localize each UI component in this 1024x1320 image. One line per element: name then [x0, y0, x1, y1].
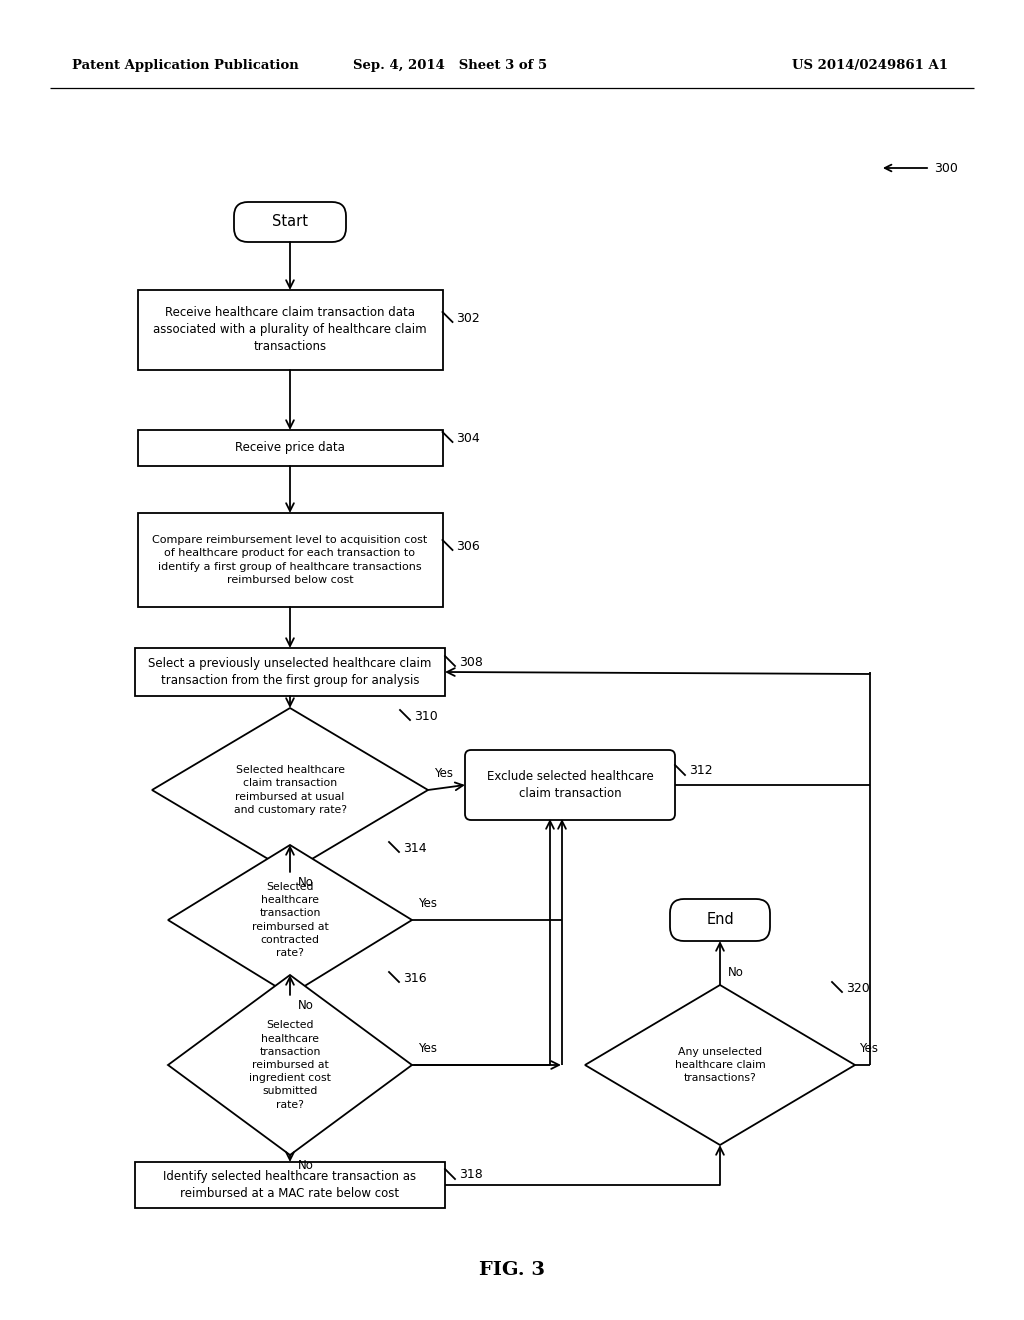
Text: 302: 302: [457, 312, 480, 325]
Text: 310: 310: [414, 710, 437, 722]
Text: US 2014/0249861 A1: US 2014/0249861 A1: [792, 58, 948, 71]
Text: No: No: [298, 1159, 314, 1172]
Text: Receive price data: Receive price data: [236, 441, 345, 454]
Text: 316: 316: [403, 972, 427, 985]
Text: Selected
healthcare
transaction
reimbursed at
contracted
rate?: Selected healthcare transaction reimburs…: [252, 882, 329, 958]
Polygon shape: [168, 975, 412, 1155]
Text: Receive healthcare claim transaction data
associated with a plurality of healthc: Receive healthcare claim transaction dat…: [154, 306, 427, 354]
Text: Start: Start: [272, 214, 308, 230]
Text: 320: 320: [846, 982, 869, 994]
Text: 300: 300: [934, 161, 957, 174]
Text: Yes: Yes: [859, 1041, 878, 1055]
Text: Patent Application Publication: Patent Application Publication: [72, 58, 299, 71]
Text: End: End: [707, 912, 734, 928]
Text: Yes: Yes: [434, 767, 453, 780]
Text: Yes: Yes: [418, 1041, 437, 1055]
Text: 308: 308: [459, 656, 483, 668]
Text: No: No: [298, 999, 314, 1012]
Bar: [135, 1162, 445, 1208]
Text: Identify selected healthcare transaction as
reimbursed at a MAC rate below cost: Identify selected healthcare transaction…: [164, 1170, 417, 1200]
Text: 304: 304: [457, 432, 480, 445]
FancyBboxPatch shape: [670, 899, 770, 941]
Text: Exclude selected healthcare
claim transaction: Exclude selected healthcare claim transa…: [486, 770, 653, 800]
FancyBboxPatch shape: [234, 202, 346, 242]
Bar: [137, 290, 442, 370]
Text: Any unselected
healthcare claim
transactions?: Any unselected healthcare claim transact…: [675, 1047, 765, 1084]
Text: Compare reimbursement level to acquisition cost
of healthcare product for each t: Compare reimbursement level to acquisiti…: [153, 535, 428, 585]
Text: Select a previously unselected healthcare claim
transaction from the first group: Select a previously unselected healthcar…: [148, 657, 432, 686]
Bar: [135, 648, 445, 696]
Text: Selected healthcare
claim transaction
reimbursed at usual
and customary rate?: Selected healthcare claim transaction re…: [233, 766, 346, 814]
Text: 314: 314: [403, 842, 427, 854]
Text: 306: 306: [457, 540, 480, 553]
Text: No: No: [728, 966, 743, 979]
Polygon shape: [168, 845, 412, 995]
Polygon shape: [152, 708, 428, 873]
Text: 318: 318: [459, 1168, 482, 1181]
Text: Sep. 4, 2014   Sheet 3 of 5: Sep. 4, 2014 Sheet 3 of 5: [353, 58, 547, 71]
Text: Selected
healthcare
transaction
reimbursed at
ingredient cost
submitted
rate?: Selected healthcare transaction reimburs…: [249, 1020, 331, 1110]
Text: 312: 312: [689, 764, 713, 777]
Bar: [137, 513, 442, 607]
Text: No: No: [298, 876, 314, 888]
FancyBboxPatch shape: [465, 750, 675, 820]
Text: Yes: Yes: [418, 898, 437, 909]
Bar: [137, 430, 442, 466]
Text: FIG. 3: FIG. 3: [479, 1261, 545, 1279]
Polygon shape: [585, 985, 855, 1144]
